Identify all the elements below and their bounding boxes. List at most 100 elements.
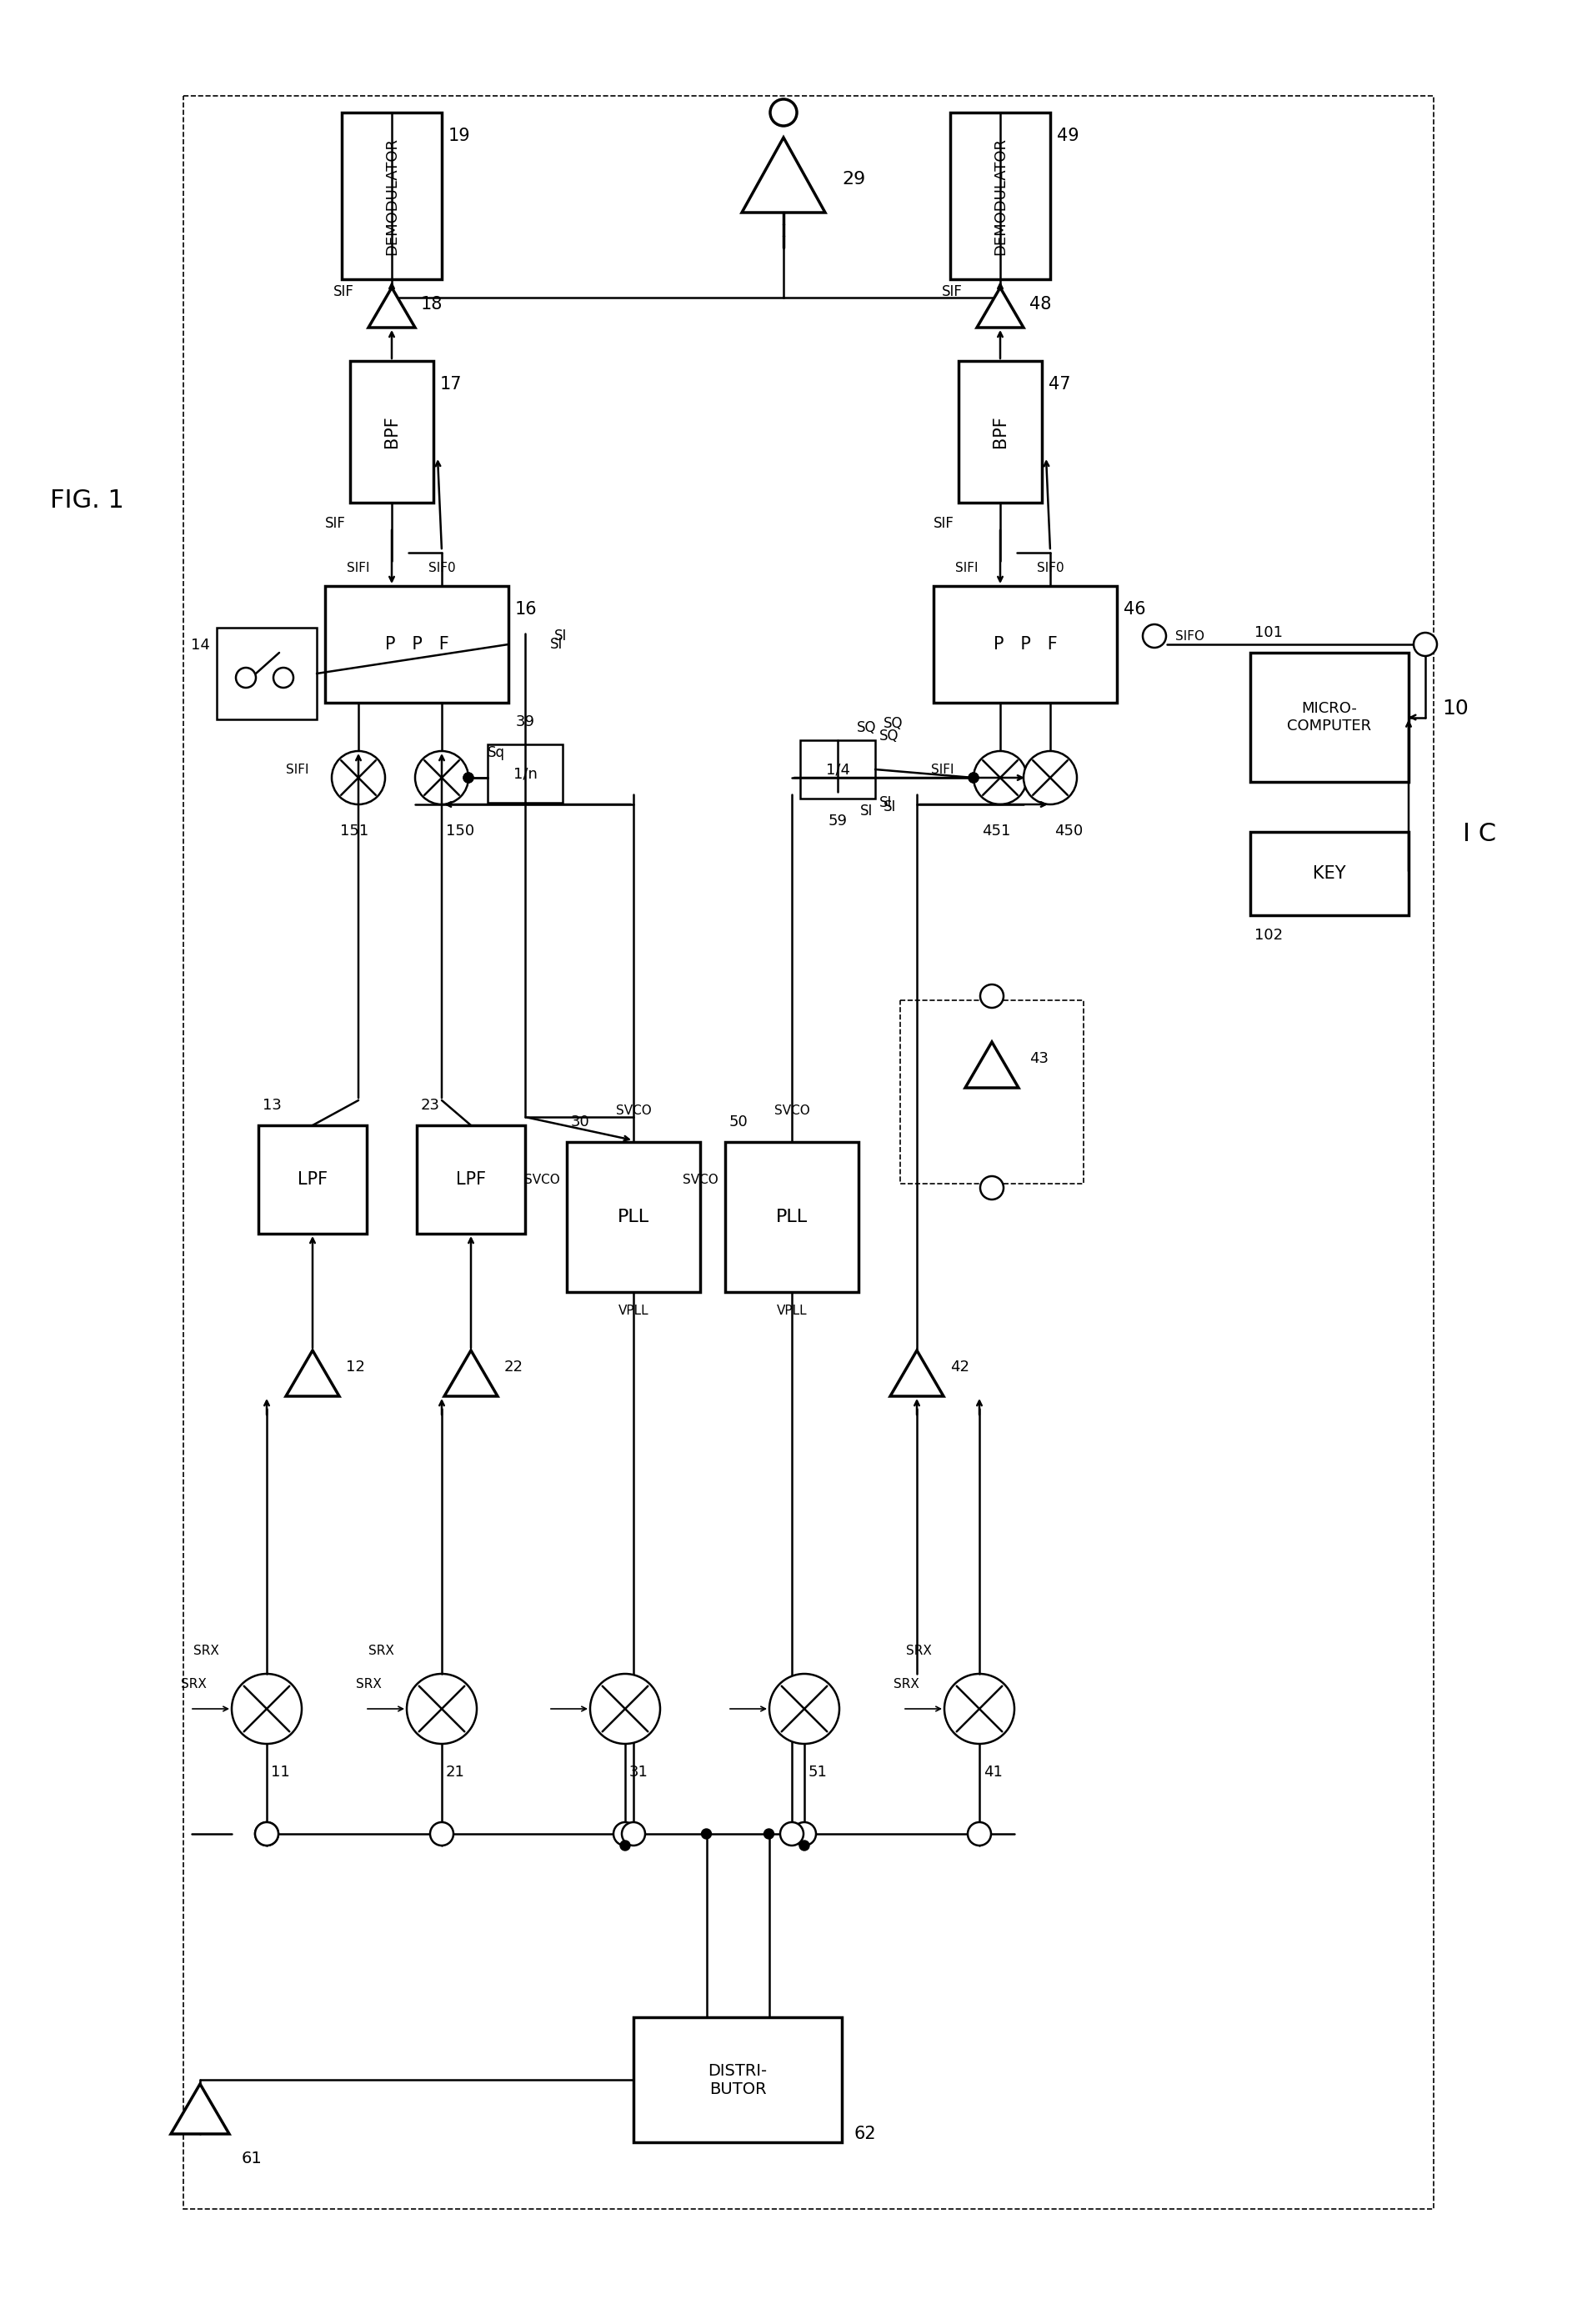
Bar: [487, 744, 563, 802]
Text: 10: 10: [1441, 700, 1468, 718]
Text: SIF: SIF: [325, 516, 345, 530]
Text: 18: 18: [421, 295, 443, 314]
Polygon shape: [741, 137, 825, 211]
Circle shape: [331, 751, 385, 804]
Text: 46: 46: [1123, 602, 1146, 618]
Circle shape: [464, 772, 473, 783]
Text: 14: 14: [191, 637, 210, 653]
Circle shape: [415, 751, 468, 804]
Text: SVCO: SVCO: [683, 1174, 719, 1185]
Text: SI: SI: [883, 799, 896, 813]
Polygon shape: [369, 288, 415, 328]
Circle shape: [407, 1673, 476, 1743]
Text: SRX: SRX: [894, 1678, 919, 1690]
Text: 41: 41: [984, 1764, 1003, 1780]
Circle shape: [793, 1822, 815, 1845]
Text: VPLL: VPLL: [618, 1304, 648, 1318]
Circle shape: [770, 1673, 839, 1743]
Text: 16: 16: [516, 602, 538, 618]
Text: 22: 22: [505, 1360, 524, 1373]
Text: 1/n: 1/n: [513, 767, 538, 781]
Text: SI: SI: [861, 804, 874, 818]
Text: 59: 59: [828, 813, 847, 830]
Circle shape: [968, 772, 979, 783]
Circle shape: [255, 1822, 279, 1845]
Circle shape: [590, 1673, 661, 1743]
Text: SIFI: SIFI: [932, 762, 954, 776]
Text: 29: 29: [842, 172, 866, 188]
Bar: [416, 1125, 525, 1234]
Text: DEMODULATOR: DEMODULATOR: [385, 137, 399, 256]
Text: 39: 39: [516, 713, 535, 730]
Text: SRX: SRX: [181, 1678, 207, 1690]
Text: SIFI: SIFI: [956, 562, 978, 574]
Text: SQ: SQ: [856, 720, 877, 734]
Bar: [350, 360, 434, 502]
Text: 23: 23: [421, 1097, 440, 1113]
Text: KEY: KEY: [1314, 865, 1345, 881]
Text: LPF: LPF: [298, 1171, 328, 1188]
Text: SRX: SRX: [369, 1643, 394, 1657]
Text: SIFO: SIFO: [1175, 630, 1205, 641]
Circle shape: [800, 1841, 809, 1850]
Text: SVCO: SVCO: [774, 1104, 809, 1118]
Text: SIF: SIF: [941, 284, 962, 300]
Text: SIF0: SIF0: [1036, 562, 1064, 574]
Text: 50: 50: [729, 1116, 747, 1129]
Text: SVCO: SVCO: [615, 1104, 651, 1118]
Text: 12: 12: [345, 1360, 364, 1373]
Bar: [725, 1141, 858, 1292]
Text: SI: SI: [880, 795, 893, 811]
Text: BPF: BPF: [992, 416, 1009, 449]
Bar: [342, 112, 442, 279]
Bar: [800, 741, 875, 799]
Circle shape: [255, 1822, 279, 1845]
Text: I C: I C: [1463, 820, 1497, 846]
Circle shape: [431, 1822, 454, 1845]
Circle shape: [981, 985, 1003, 1009]
Text: 1/4: 1/4: [826, 762, 850, 776]
Polygon shape: [170, 2085, 229, 2133]
Text: 30: 30: [571, 1116, 590, 1129]
Bar: [900, 999, 1083, 1183]
Circle shape: [981, 1176, 1003, 1199]
Text: Sq: Sq: [487, 746, 505, 760]
Text: SRX: SRX: [907, 1643, 932, 1657]
Circle shape: [620, 1841, 631, 1850]
Text: 13: 13: [262, 1097, 282, 1113]
Polygon shape: [445, 1350, 498, 1397]
Text: SRX: SRX: [356, 1678, 382, 1690]
Circle shape: [232, 1673, 301, 1743]
Text: BPF: BPF: [383, 416, 401, 449]
Bar: [1251, 653, 1408, 781]
Text: 31: 31: [629, 1764, 648, 1780]
Text: 47: 47: [1049, 376, 1071, 393]
Text: 61: 61: [241, 2150, 262, 2166]
Text: VPLL: VPLL: [776, 1304, 807, 1318]
Text: 11: 11: [271, 1764, 290, 1780]
Text: LPF: LPF: [456, 1171, 486, 1188]
Text: 150: 150: [446, 823, 475, 839]
Text: SRX: SRX: [194, 1643, 219, 1657]
Text: 102: 102: [1254, 927, 1282, 944]
Text: 43: 43: [1030, 1050, 1049, 1067]
Text: DISTRI-
BUTOR: DISTRI- BUTOR: [708, 2064, 768, 2096]
Circle shape: [968, 1822, 990, 1845]
Text: SIF0: SIF0: [429, 562, 456, 574]
Text: 21: 21: [446, 1764, 465, 1780]
Text: SQ: SQ: [883, 716, 904, 732]
Circle shape: [1413, 632, 1437, 655]
Circle shape: [1143, 625, 1165, 648]
Bar: [959, 360, 1042, 502]
Circle shape: [702, 1829, 711, 1838]
Circle shape: [1023, 751, 1077, 804]
Text: 17: 17: [440, 376, 462, 393]
Text: 42: 42: [951, 1360, 970, 1373]
Text: 101: 101: [1254, 625, 1282, 639]
Bar: [566, 1141, 700, 1292]
Bar: [634, 2017, 842, 2143]
Text: SI: SI: [554, 627, 568, 644]
Text: SIF: SIF: [333, 284, 355, 300]
Text: 62: 62: [855, 2126, 877, 2143]
Text: 451: 451: [982, 823, 1011, 839]
